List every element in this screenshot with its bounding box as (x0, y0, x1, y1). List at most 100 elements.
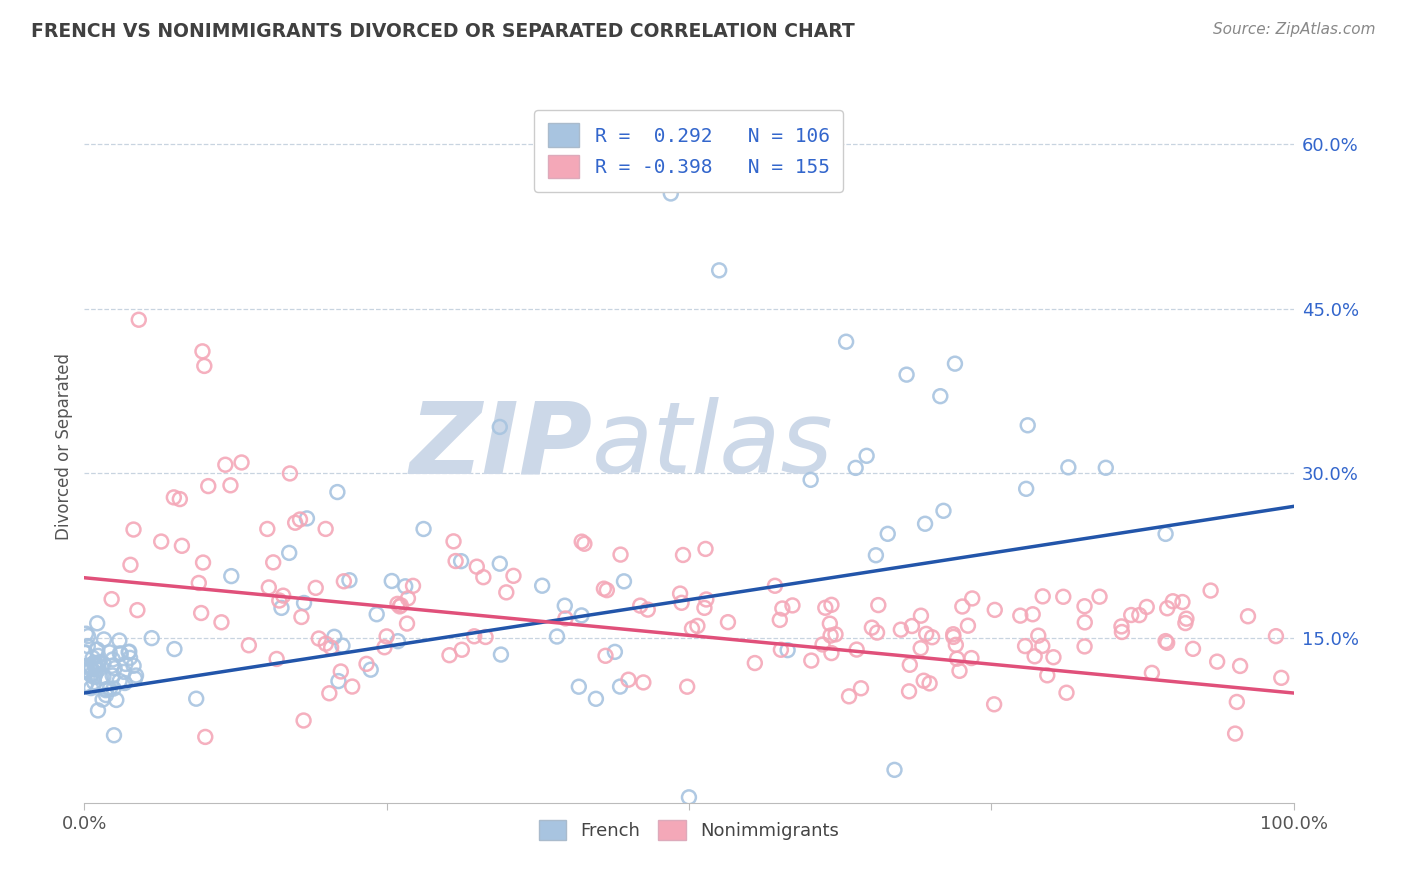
Point (818, 616, 841, 631)
Legend: French, Nonimmigrants: French, Nonimmigrants (531, 813, 846, 847)
Point (890, 623, 912, 637)
Point (1042, 650, 1064, 665)
Point (1026, 629, 1049, 643)
Point (387, 597, 409, 611)
Point (388, 599, 411, 614)
Point (585, 691, 607, 706)
Point (571, 608, 593, 623)
Point (1094, 460, 1116, 475)
Point (1128, 608, 1150, 623)
Point (90, 670, 112, 684)
Point (93, 657, 115, 671)
Point (1121, 607, 1143, 622)
Point (896, 368, 918, 382)
Point (402, 579, 425, 593)
Point (163, 491, 186, 505)
Point (1036, 668, 1059, 682)
Point (238, 638, 260, 652)
Point (695, 592, 717, 607)
Point (127, 603, 149, 617)
Point (278, 467, 301, 481)
Text: atlas: atlas (592, 398, 834, 494)
Point (769, 613, 792, 627)
Point (898, 657, 921, 672)
Point (845, 461, 868, 475)
Point (73, 645, 96, 659)
Point (118, 645, 141, 659)
Point (910, 641, 932, 656)
Point (1024, 649, 1046, 664)
Point (1073, 599, 1095, 614)
Point (86, 616, 108, 631)
Point (308, 632, 330, 646)
Point (603, 645, 626, 659)
Point (450, 642, 472, 657)
Point (450, 554, 472, 568)
Point (94, 688, 117, 702)
Point (150, 534, 173, 549)
Point (80, 662, 103, 676)
Point (278, 546, 301, 560)
Point (1175, 612, 1198, 626)
Point (1265, 629, 1288, 643)
Point (800, 473, 823, 487)
Point (333, 574, 356, 589)
Point (1111, 625, 1133, 640)
Point (86, 642, 108, 657)
Point (820, 646, 842, 660)
Point (1171, 595, 1194, 609)
Point (76, 639, 98, 653)
Point (187, 576, 209, 591)
Point (125, 668, 148, 682)
Point (849, 681, 872, 696)
Point (191, 556, 214, 570)
Point (929, 389, 952, 403)
Point (93, 670, 115, 684)
Point (381, 574, 404, 588)
Point (120, 558, 142, 572)
Point (1010, 608, 1032, 623)
Point (80, 668, 103, 682)
Point (838, 690, 860, 704)
Point (288, 512, 311, 526)
Point (628, 599, 651, 613)
Point (366, 607, 388, 622)
Point (546, 630, 568, 644)
Point (112, 665, 135, 679)
Point (1111, 619, 1133, 633)
Point (104, 661, 127, 675)
Point (1199, 583, 1222, 598)
Point (87, 648, 110, 663)
Point (122, 658, 145, 673)
Point (983, 698, 1005, 712)
Point (290, 610, 312, 624)
Point (87, 658, 110, 673)
Point (214, 458, 236, 472)
Point (686, 619, 709, 633)
Point (271, 589, 294, 603)
Point (948, 664, 970, 678)
Point (91, 692, 114, 706)
Point (769, 642, 792, 657)
Point (609, 680, 631, 694)
Point (960, 591, 983, 606)
Point (489, 648, 512, 662)
Point (101, 658, 124, 673)
Point (84, 666, 107, 681)
Point (1031, 639, 1053, 653)
Point (114, 676, 136, 690)
Point (824, 627, 846, 641)
Point (1154, 527, 1177, 541)
Point (820, 629, 842, 643)
Point (389, 599, 412, 613)
Point (943, 357, 966, 371)
Point (1136, 599, 1159, 614)
Point (918, 676, 941, 690)
Point (75, 646, 97, 660)
Point (814, 600, 837, 615)
Point (502, 569, 524, 583)
Point (876, 526, 898, 541)
Point (87, 662, 110, 676)
Point (669, 586, 692, 600)
Point (83, 675, 105, 690)
